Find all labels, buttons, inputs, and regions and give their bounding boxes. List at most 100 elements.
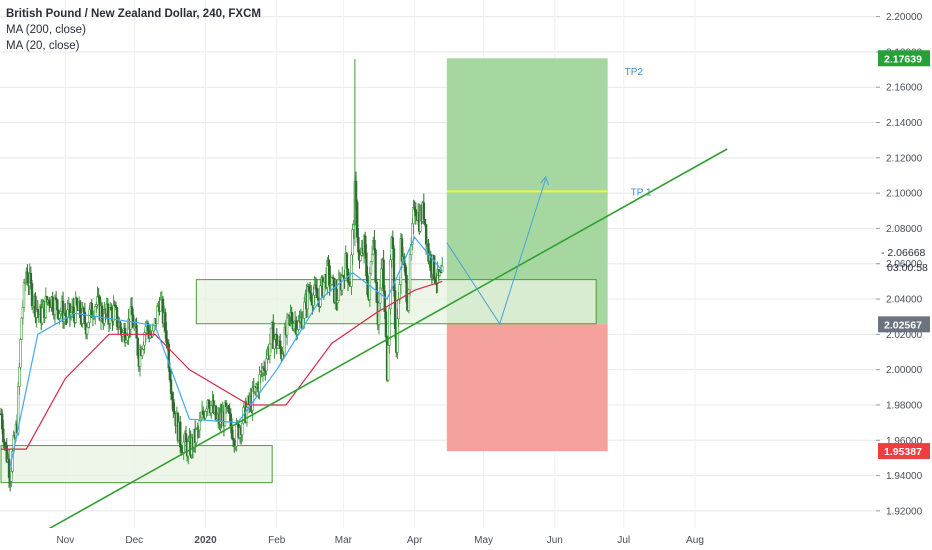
- candle-body-322: [369, 261, 373, 274]
- candle-body-238: [273, 339, 276, 349]
- candle-body-353: [405, 275, 408, 303]
- candle-body-281: [322, 281, 326, 297]
- candle-body-159: [182, 441, 185, 453]
- price-tick-7: 2.06000: [886, 259, 923, 270]
- candle-body-124: [142, 344, 145, 350]
- chart-legend: British Pound / New Zealand Dollar, 240,…: [6, 6, 261, 54]
- candle-body-249: [285, 317, 289, 336]
- candle-body-331: [380, 268, 383, 289]
- candle-body-274: [314, 284, 318, 290]
- candle-body-36: [41, 307, 44, 324]
- price-tick-12: 2.16000: [886, 83, 923, 94]
- time-tick-2: 2020: [194, 535, 217, 546]
- candle-body-96: [110, 307, 113, 311]
- candle-body-115: [131, 314, 135, 329]
- candle-body-311: [357, 236, 360, 253]
- candle-body-285: [327, 260, 330, 267]
- candle-body-161: [184, 433, 188, 442]
- candle-body-76: [87, 322, 90, 328]
- price-tick-4: 2.00000: [886, 365, 923, 376]
- time-axis[interactable]: Nov Dec 2020 Feb Mar Apr May Jun Jul Aug: [0, 528, 876, 550]
- candle-body-119: [136, 337, 139, 356]
- candle-body-319: [366, 275, 369, 296]
- candle-body-339: [389, 259, 392, 310]
- candle-body-297: [341, 275, 344, 291]
- candle-body-369: [423, 219, 427, 225]
- price-tick-3: 1.98000: [886, 400, 923, 411]
- candle-body-276: [316, 297, 320, 301]
- stop-price-label: 1.95387: [884, 446, 922, 458]
- candle-body-77: [88, 309, 91, 323]
- candle-body-170: [195, 429, 198, 443]
- candle-body-139: [159, 299, 162, 312]
- ma200-legend[interactable]: MA (200, close): [6, 24, 86, 36]
- candle-body-51: [58, 313, 61, 319]
- candle-body-4: [4, 442, 7, 446]
- symbol-title[interactable]: British Pound / New Zealand Dollar, 240,…: [6, 8, 261, 20]
- time-tick-0: Nov: [56, 535, 74, 546]
- time-tick-3: Feb: [268, 535, 286, 546]
- candle-body-345: [396, 318, 399, 353]
- ma20-legend[interactable]: MA (20, close): [6, 40, 80, 52]
- candle-body-72: [82, 308, 85, 313]
- candle-body-133: [152, 325, 156, 332]
- candle-body-26: [29, 273, 33, 284]
- candle-body-63: [72, 306, 75, 314]
- candle-body-201: [230, 425, 234, 439]
- candle-body-19: [21, 307, 25, 319]
- candle-body-147: [168, 367, 172, 381]
- candle-body-323: [370, 253, 374, 262]
- candle-body-16: [18, 366, 21, 387]
- tp2-label: TP2: [625, 67, 644, 78]
- candle-body-253: [290, 311, 293, 322]
- candle-body-52: [59, 311, 62, 315]
- candle-body-352: [404, 264, 407, 276]
- candle-body-378: [434, 278, 437, 284]
- candle-body-205: [235, 423, 238, 447]
- candle-body-305: [350, 254, 353, 287]
- candle-body-377: [432, 255, 436, 279]
- current-price-label: - 2.06668: [881, 247, 926, 259]
- price-axis[interactable]: 1.92000 1.94000 1.96000 1.98000 2.00000 2.020…: [876, 0, 932, 550]
- candle-body-264: [303, 301, 306, 319]
- price-labels: 2.17639 - 2.06668 03:00:58 2.02567 1.95387: [878, 50, 930, 460]
- candle-body-368: [422, 202, 426, 220]
- candle-body-187: [214, 405, 218, 421]
- candle-body-337: [387, 345, 390, 381]
- price-tick-2: 1.96000: [886, 436, 923, 447]
- position-zones: TP2 TP 1: [446, 58, 652, 452]
- candle-body-313: [359, 255, 362, 261]
- candle-body-293: [336, 300, 339, 304]
- candle-body-361: [414, 209, 417, 217]
- candle-body-343: [393, 290, 397, 330]
- candle-body-231: [265, 358, 268, 372]
- price-tick-14: 2.20000: [886, 12, 923, 23]
- candle-body-346: [397, 299, 400, 320]
- candle-body-126: [144, 326, 147, 333]
- candle-body-109: [125, 339, 128, 343]
- candle-body-66: [75, 298, 79, 306]
- candle-body-310: [355, 201, 359, 238]
- candle-body-330: [378, 287, 382, 304]
- candle-body-329: [377, 302, 381, 325]
- candle-body-20: [22, 282, 26, 308]
- price-tick-5: 2.02000: [886, 330, 923, 341]
- candle-body-100: [114, 304, 118, 308]
- candle-body-18: [20, 317, 23, 340]
- support-box-1: [0, 445, 273, 484]
- candle-body-234: [268, 343, 272, 356]
- candle-body-307: [352, 224, 355, 230]
- price-tick-1: 1.94000: [886, 471, 923, 482]
- projection-path: [446, 178, 547, 325]
- time-tick-6: May: [474, 535, 493, 546]
- candle-body-173: [198, 420, 201, 431]
- candle-body-338: [388, 308, 391, 346]
- ma200-line: [1, 280, 443, 450]
- candle-body-278: [319, 285, 322, 307]
- candle-body-200: [229, 413, 233, 427]
- target-price-label: 2.17639: [884, 53, 922, 65]
- candle-body-75: [85, 326, 89, 335]
- candle-body-132: [151, 330, 154, 337]
- candle-body-23: [26, 271, 29, 283]
